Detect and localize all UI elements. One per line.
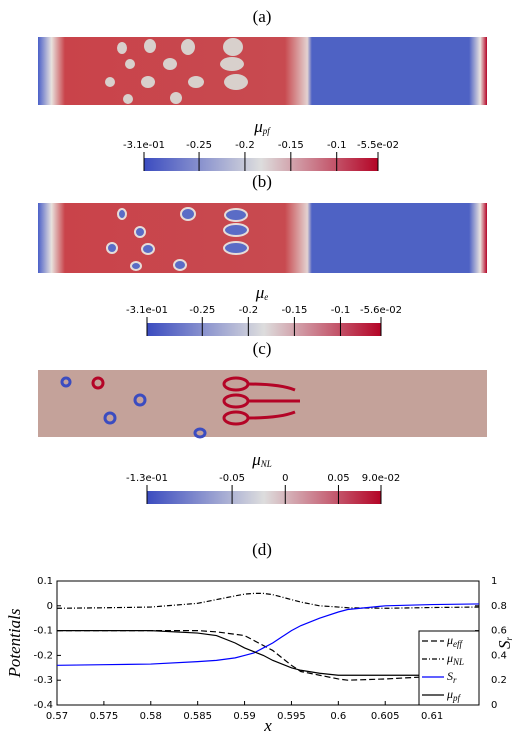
symbol: S	[495, 640, 514, 649]
panel-label: (b)	[252, 172, 272, 191]
x-tick-label: 0.575	[90, 711, 119, 722]
field-image	[38, 203, 487, 273]
interfaces	[60, 376, 300, 439]
y-tick-label: -0.1	[33, 626, 53, 637]
colorbar-tick-label: -0.1	[331, 305, 351, 316]
panel-label: (a)	[253, 7, 272, 26]
y-tick-label: -0.3	[33, 675, 53, 686]
subscript: r	[453, 675, 457, 685]
symbol: μ	[446, 687, 453, 701]
subscript: eff	[453, 639, 463, 649]
legend-box	[418, 630, 480, 706]
label: Sr	[447, 669, 457, 685]
colorbar-tick-label: -0.25	[189, 305, 215, 316]
subscript: r	[504, 637, 514, 641]
colorbar-tick-label: -0.25	[186, 140, 212, 151]
x-tick-label: 0.61	[421, 711, 443, 722]
colorbar-tick-label: 0	[282, 473, 288, 484]
x-tick-label: 0.57	[46, 711, 68, 722]
label: μe	[255, 283, 269, 302]
x-tick-label: 0.59	[233, 711, 255, 722]
plot-layer: (a)μpf-3.1e-01 -0.25 -0.2 -0.15 -0.1 -5.5e-02…	[5, 7, 514, 735]
field-image	[38, 370, 487, 437]
bubbles	[105, 38, 248, 104]
colorbar	[147, 323, 381, 336]
colorbar-tick-label: -3.1e-01	[126, 305, 168, 316]
x-tick-label: 0.605	[371, 711, 400, 722]
symbol: S	[447, 669, 453, 683]
symbol: μ	[446, 633, 453, 647]
subscript: pf	[452, 693, 462, 703]
colorbar-tick-label: -0.15	[281, 305, 307, 316]
symbol: μ	[253, 117, 263, 136]
x-tick-label: 0.6	[330, 711, 346, 722]
colorbar-tick-label: -0.2	[239, 305, 259, 316]
y-tick-label: 0.1	[37, 576, 53, 587]
colorbar-tick-label: -5.6e-02	[360, 305, 402, 316]
x-axis-label: x	[263, 716, 272, 735]
x-tick-label: 0.58	[140, 711, 162, 722]
colorbar-tick-label: 0.05	[327, 473, 349, 484]
series-line	[57, 630, 480, 681]
y2-tick-label: 0.4	[491, 650, 507, 661]
symbol: μ	[255, 283, 265, 302]
subscript: e	[264, 292, 268, 302]
symbol: μ	[446, 651, 453, 665]
label: μeff	[446, 633, 464, 649]
colorbar	[144, 158, 378, 171]
y2-tick-label: 0.8	[491, 601, 507, 612]
series-line	[57, 630, 479, 676]
subscript: NL	[452, 657, 464, 667]
colorbar-tick-label: -0.05	[219, 473, 245, 484]
series-line	[56, 592, 480, 609]
y2-tick-label: 0.2	[491, 675, 507, 686]
subscript: NL	[260, 459, 272, 469]
y-axis-label: Potentials	[5, 608, 24, 678]
label: μNL	[446, 651, 464, 667]
y-tick-label: -0.4	[33, 700, 53, 711]
colorbar-tick-label: -0.2	[235, 140, 255, 151]
y-tick-label: -0.2	[33, 650, 53, 661]
field-image	[38, 37, 487, 105]
colorbar-tick-label: -1.3e-01	[126, 473, 168, 484]
colorbar-tick-label: -3.1e-01	[123, 140, 165, 151]
panel-label: (c)	[253, 339, 272, 358]
symbol: μ	[251, 450, 261, 469]
y-tick-label: 0	[47, 601, 53, 612]
label: μpf	[446, 687, 462, 703]
y2-tick-label: 0	[491, 700, 497, 711]
label: Sr	[495, 637, 514, 650]
colorbar-tick-label: -0.1	[327, 140, 347, 151]
label: μNL	[251, 450, 272, 469]
panel-label: (d)	[252, 540, 272, 559]
colorbar-tick-label: -5.5e-02	[357, 140, 399, 151]
colorbar-tick-label: -0.15	[278, 140, 304, 151]
plot-frame	[56, 580, 480, 706]
colorbar-tick-label: 9.0e-02	[362, 473, 400, 484]
bubbles	[106, 207, 249, 271]
subscript: pf	[262, 126, 272, 136]
colorbar	[147, 491, 381, 504]
label: μpf	[253, 117, 271, 136]
series-line	[56, 603, 480, 666]
y2-tick-label: 0.6	[491, 626, 507, 637]
y2-tick-label: 1	[491, 576, 497, 587]
x-tick-label: 0.595	[277, 711, 306, 722]
x-tick-label: 0.585	[183, 711, 212, 722]
